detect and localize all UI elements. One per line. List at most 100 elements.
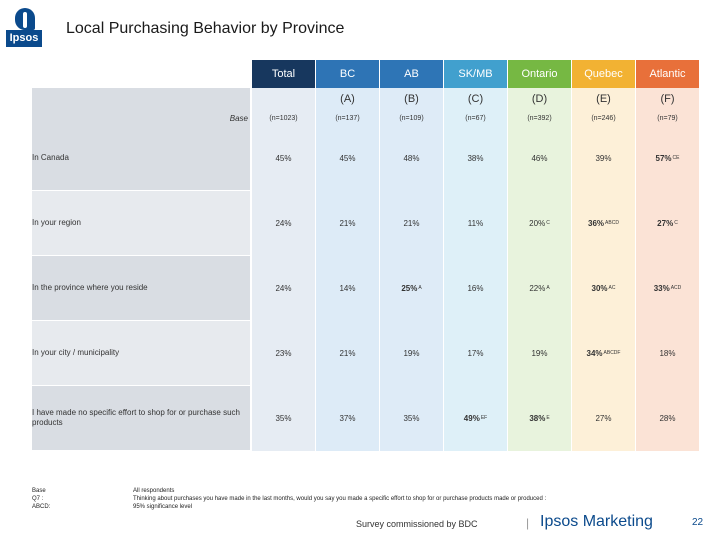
cell-value: 38% — [529, 413, 546, 423]
cell-value: 21% — [339, 348, 356, 358]
cell-value: 45% — [275, 153, 292, 163]
table-cell: 35% — [380, 386, 443, 450]
cell-value: 39% — [595, 153, 612, 163]
column-letter-0 — [252, 88, 315, 110]
footer-note-significance: 95% significance level — [133, 504, 193, 510]
table-cell: 14% — [316, 256, 379, 320]
column-base-6: (n=79) — [636, 110, 699, 126]
cell-value: 25% — [401, 283, 418, 293]
significance-letters: CE — [672, 155, 680, 161]
significance-letters: AC — [608, 285, 616, 291]
cell-value: 18% — [659, 348, 676, 358]
table-cell: 38% — [444, 126, 507, 190]
base-row-band — [32, 110, 250, 126]
footer-notes: All respondents Thinking about purchases… — [133, 487, 546, 511]
table-row — [32, 191, 250, 255]
column-base-5: (n=246) — [572, 110, 635, 126]
column-base-3: (n=67) — [444, 110, 507, 126]
table-cell: 33% ACD — [636, 256, 699, 320]
table-cell: 25% A — [380, 256, 443, 320]
cell-value: 27% — [657, 218, 674, 228]
table-cell: 57% CE — [636, 126, 699, 190]
significance-letters: EF — [480, 415, 488, 421]
table-cell: 27% — [572, 386, 635, 450]
column-header-4: Ontario — [508, 60, 571, 88]
cell-value: 30% — [591, 283, 608, 293]
table-cell: 48% — [380, 126, 443, 190]
significance-letters: ABCD — [605, 220, 619, 226]
significance-letters: C — [546, 220, 550, 226]
table-cell: 23% — [252, 321, 315, 385]
ipsos-logo-text: Ipsos — [6, 30, 42, 47]
cell-value: 35% — [275, 413, 292, 423]
ipsos-logo-mark — [15, 8, 35, 30]
row-label-0: In Canada — [32, 153, 69, 162]
table-cell: 21% — [380, 191, 443, 255]
cell-value: 21% — [403, 218, 420, 228]
cell-value: 24% — [275, 283, 292, 293]
row-label-3: In your city / municipality — [32, 348, 120, 357]
cell-value: 23% — [275, 348, 292, 358]
cell-value: 48% — [403, 153, 420, 163]
column-header-5: Quebec — [572, 60, 635, 88]
table-row — [32, 386, 250, 450]
table-cell: 35% — [252, 386, 315, 450]
row-label-1: In your region — [32, 218, 81, 227]
table-cell: 49% EF — [444, 386, 507, 450]
cell-value: 24% — [275, 218, 292, 228]
column-body-3 — [444, 126, 507, 451]
row-label-4: I have made no specific effort to shop f… — [32, 408, 240, 427]
table-row — [32, 256, 250, 320]
significance-letters: ACD — [670, 285, 682, 291]
cell-value: 28% — [659, 413, 676, 423]
column-base-4: (n=392) — [508, 110, 571, 126]
table-cell: 19% — [508, 321, 571, 385]
column-letter-2: (B) — [380, 88, 443, 110]
cell-value: 36% — [588, 218, 605, 228]
significance-letters: A — [546, 285, 550, 291]
table-row — [32, 321, 250, 385]
column-header-6: Atlantic — [636, 60, 699, 88]
table-cell: 34% ABCDF — [572, 321, 635, 385]
column-base-1: (n=137) — [316, 110, 379, 126]
table-cell: 19% — [380, 321, 443, 385]
table-cell: 37% — [316, 386, 379, 450]
column-header-0: Total — [252, 60, 315, 88]
table-cell: 39% — [572, 126, 635, 190]
column-header-3: SK/MB — [444, 60, 507, 88]
survey-credit: Survey commissioned by BDC — [356, 519, 478, 529]
row-label-2: In the province where you reside — [32, 283, 148, 292]
significance-letters: A — [418, 285, 422, 291]
column-letter-1: (A) — [316, 88, 379, 110]
column-body-0 — [252, 126, 315, 451]
cell-value: 27% — [595, 413, 612, 423]
cell-value: 33% — [653, 283, 670, 293]
cell-value: 20% — [529, 218, 546, 228]
cell-value: 37% — [339, 413, 356, 423]
table-cell: 18% — [636, 321, 699, 385]
column-body-2 — [380, 126, 443, 451]
cell-value: 34% — [586, 348, 603, 358]
cell-value: 45% — [339, 153, 356, 163]
table-cell: 17% — [444, 321, 507, 385]
column-body-5 — [572, 126, 635, 451]
table-cell: 27% C — [636, 191, 699, 255]
footer-label-base: Base — [32, 488, 46, 494]
cell-value: 21% — [339, 218, 356, 228]
table-cell: 36% ABCD — [572, 191, 635, 255]
table-cell: 24% — [252, 191, 315, 255]
cell-value: 49% — [463, 413, 480, 423]
table-cell: 46% — [508, 126, 571, 190]
page-number: 22 — [692, 517, 704, 528]
footer-label-abcd: ABCD: — [32, 504, 51, 510]
cell-value: 16% — [467, 283, 484, 293]
header-band — [32, 88, 250, 110]
cell-value: 22% — [529, 283, 546, 293]
table-row — [32, 126, 250, 190]
column-body-6 — [636, 126, 699, 451]
column-letter-3: (C) — [444, 88, 507, 110]
page-title: Local Purchasing Behavior by Province — [66, 20, 345, 37]
table-cell: 45% — [252, 126, 315, 190]
table-cell: 28% — [636, 386, 699, 450]
column-base-0: (n=1023) — [252, 110, 315, 126]
